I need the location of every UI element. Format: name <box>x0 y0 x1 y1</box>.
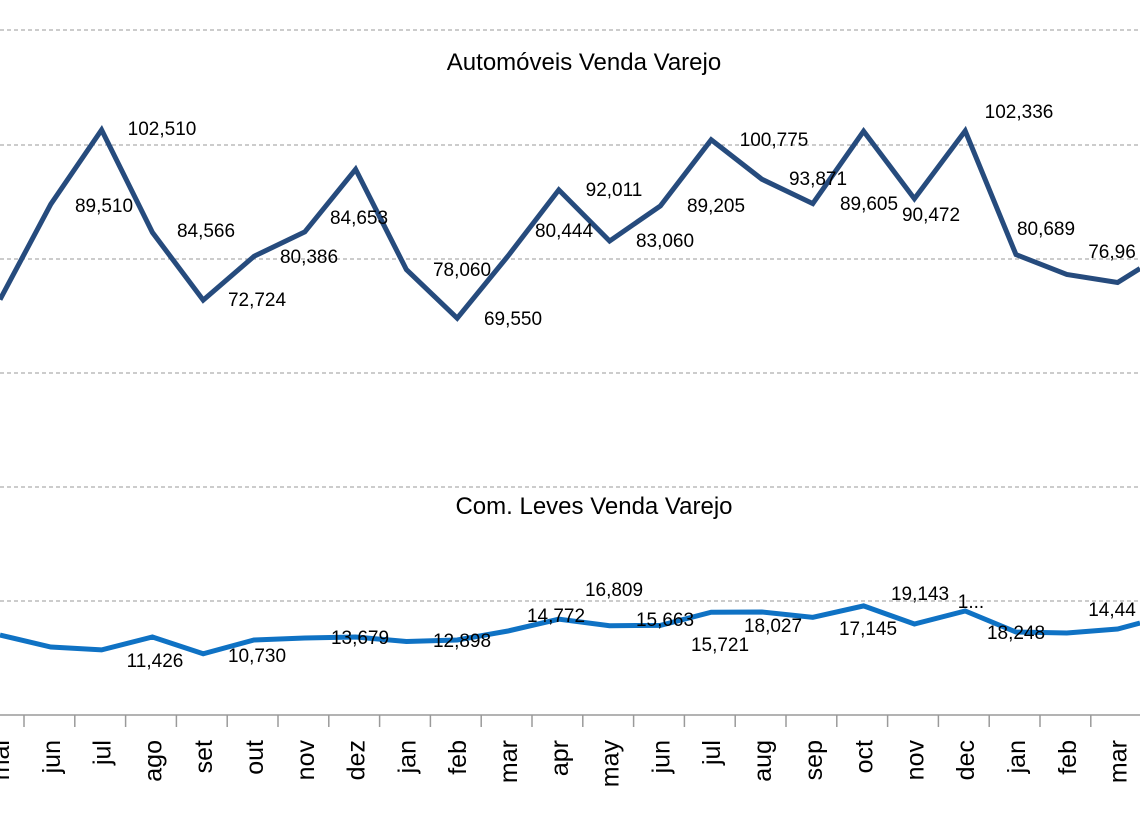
chart-title-com-leves: Com. Leves Venda Varejo <box>455 493 732 520</box>
chart-title-automoveis: Automóveis Venda Varejo <box>447 49 721 76</box>
x-tick-label: dec <box>952 740 980 780</box>
data-label: 1... <box>958 592 984 613</box>
data-label: 90,472 <box>902 205 960 226</box>
x-tick-label: nov <box>901 740 929 781</box>
data-label: 69,550 <box>484 309 542 330</box>
data-label: 15,663 <box>636 610 694 631</box>
x-tick-label: jan <box>393 740 421 774</box>
data-label: 78,060 <box>433 260 491 281</box>
data-label: 76,96 <box>1088 242 1136 263</box>
x-tick-label: mar <box>1105 740 1133 783</box>
data-label: 72,724 <box>228 290 287 311</box>
data-label: 80,689 <box>1017 219 1075 240</box>
x-tick-label: feb <box>1054 740 1082 775</box>
x-tick-label: mar <box>495 740 523 783</box>
data-label: 18,248 <box>987 623 1045 644</box>
x-tick-label: jun <box>647 740 675 774</box>
data-label: 19,143 <box>891 584 949 605</box>
data-label: 84,566 <box>177 221 235 242</box>
data-label: 80,386 <box>280 247 338 268</box>
data-label: 84,653 <box>330 208 388 229</box>
x-tick-label: mai <box>0 740 15 780</box>
series-line-0 <box>0 124 1140 322</box>
x-tick-label: oct <box>851 740 879 773</box>
data-label: 15,721 <box>691 635 749 656</box>
data-label: 89,605 <box>840 194 898 215</box>
x-tick-label: ago <box>139 740 167 782</box>
data-label: 14,772 <box>527 606 585 627</box>
x-tick-label: jun <box>38 740 66 774</box>
data-label: 18,027 <box>744 616 802 637</box>
x-tick-label: feb <box>444 740 472 775</box>
data-label: 80,444 <box>535 221 594 242</box>
data-label: 13,679 <box>331 628 389 649</box>
data-label: 89,510 <box>75 196 133 217</box>
data-label: 12,898 <box>433 631 491 652</box>
data-label: 89,205 <box>687 196 745 217</box>
data-label: 83,060 <box>636 231 694 252</box>
x-tick-label: set <box>190 740 218 773</box>
x-tick-label: dez <box>343 740 371 780</box>
x-tick-label: jan <box>1003 740 1031 774</box>
x-tick-label: jul <box>89 740 117 766</box>
data-label: 100,775 <box>740 130 809 151</box>
x-tick-label: nov <box>292 740 320 781</box>
data-label: 14,44 <box>1088 600 1136 621</box>
data-label: 11,426 <box>127 651 184 672</box>
x-tick-label: out <box>241 740 269 775</box>
data-label: 102,510 <box>128 119 197 140</box>
data-label: 16,809 <box>585 580 643 601</box>
data-label: 17,145 <box>839 619 897 640</box>
series-line-1 <box>0 603 1140 657</box>
data-label: 10,730 <box>228 646 286 667</box>
x-tick-label: aug <box>749 740 777 782</box>
x-tick-label: sep <box>800 740 828 780</box>
data-label: 93,871 <box>789 169 847 190</box>
x-tick-label: apr <box>546 740 574 776</box>
data-label: 92,011 <box>586 180 643 201</box>
data-label: 102,336 <box>985 102 1054 123</box>
x-tick-label: jul <box>698 740 726 766</box>
x-tick-label: may <box>597 740 625 788</box>
